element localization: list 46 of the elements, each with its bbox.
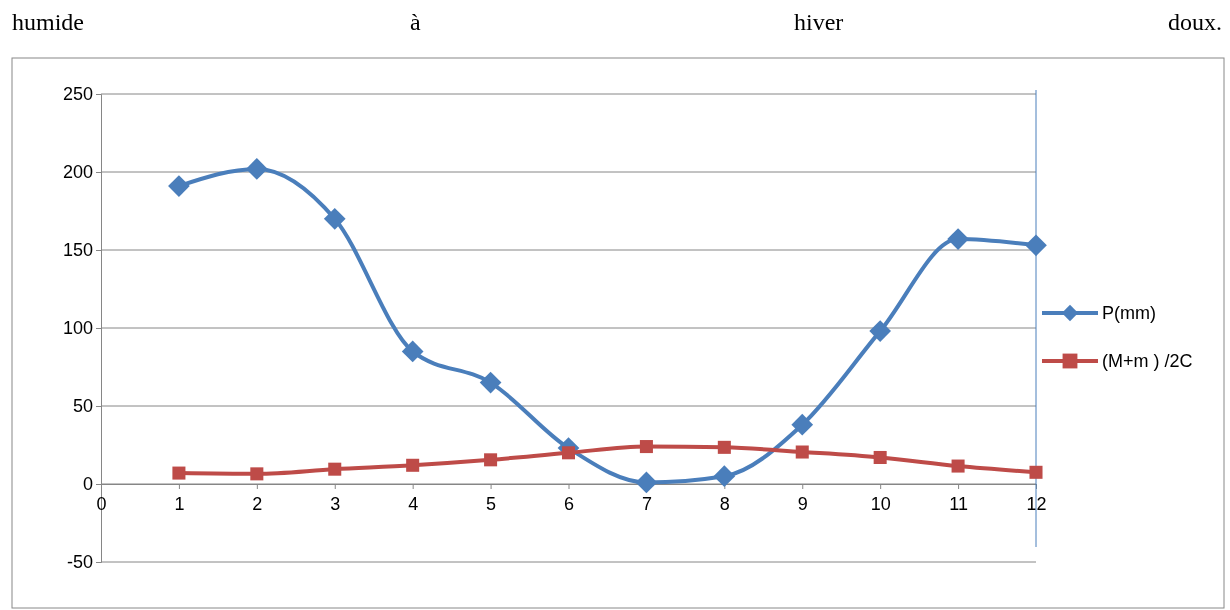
point (328, 462, 342, 476)
legend-label: (M+m ) /2C (1102, 351, 1193, 371)
y-tick-label: 250 (62, 84, 93, 105)
x-tick-label: 4 (408, 494, 419, 514)
x-tick-label: 5 (486, 494, 497, 514)
x-tick-label: 2 (252, 494, 263, 514)
point (479, 371, 502, 394)
point (713, 465, 736, 488)
y-tick-label: 150 (62, 240, 93, 261)
y-tick-label: 100 (62, 318, 93, 339)
point (639, 440, 653, 454)
x-tick-label: 8 (719, 494, 730, 514)
point (406, 458, 420, 472)
point (245, 158, 268, 180)
point (484, 453, 498, 467)
point (635, 471, 658, 494)
point (791, 413, 814, 436)
x-tick-label: 6 (563, 494, 575, 514)
legend-label: P(mm) (1102, 303, 1156, 323)
x-tick-label: 1 (174, 494, 185, 514)
text: humide à hiver doux. (12, 9, 1222, 35)
point (323, 207, 346, 230)
point (951, 459, 965, 473)
point (873, 450, 887, 464)
x-tick-label: 9 (797, 494, 808, 514)
y-tick-label: 50 (72, 396, 93, 417)
point (1029, 465, 1043, 479)
x-tick-label: 7 (641, 494, 652, 514)
point (869, 320, 892, 342)
point (168, 175, 190, 197)
x-tick-label: 0 (96, 494, 107, 514)
point (250, 467, 264, 481)
point (795, 445, 809, 459)
x-tick-label: 12 (1026, 494, 1047, 514)
x-tick-label: 3 (330, 494, 341, 514)
x-tick-label: 10 (870, 494, 891, 514)
point (717, 440, 731, 454)
y-tick-label: 0 (82, 474, 93, 495)
x-tick-label: 11 (949, 494, 968, 514)
point (561, 446, 576, 460)
point (947, 228, 969, 250)
y-tick-label: -50 (66, 552, 93, 573)
point (1025, 234, 1047, 257)
point (401, 340, 424, 363)
point (172, 466, 186, 480)
y-tick-label: 200 (62, 162, 93, 183)
